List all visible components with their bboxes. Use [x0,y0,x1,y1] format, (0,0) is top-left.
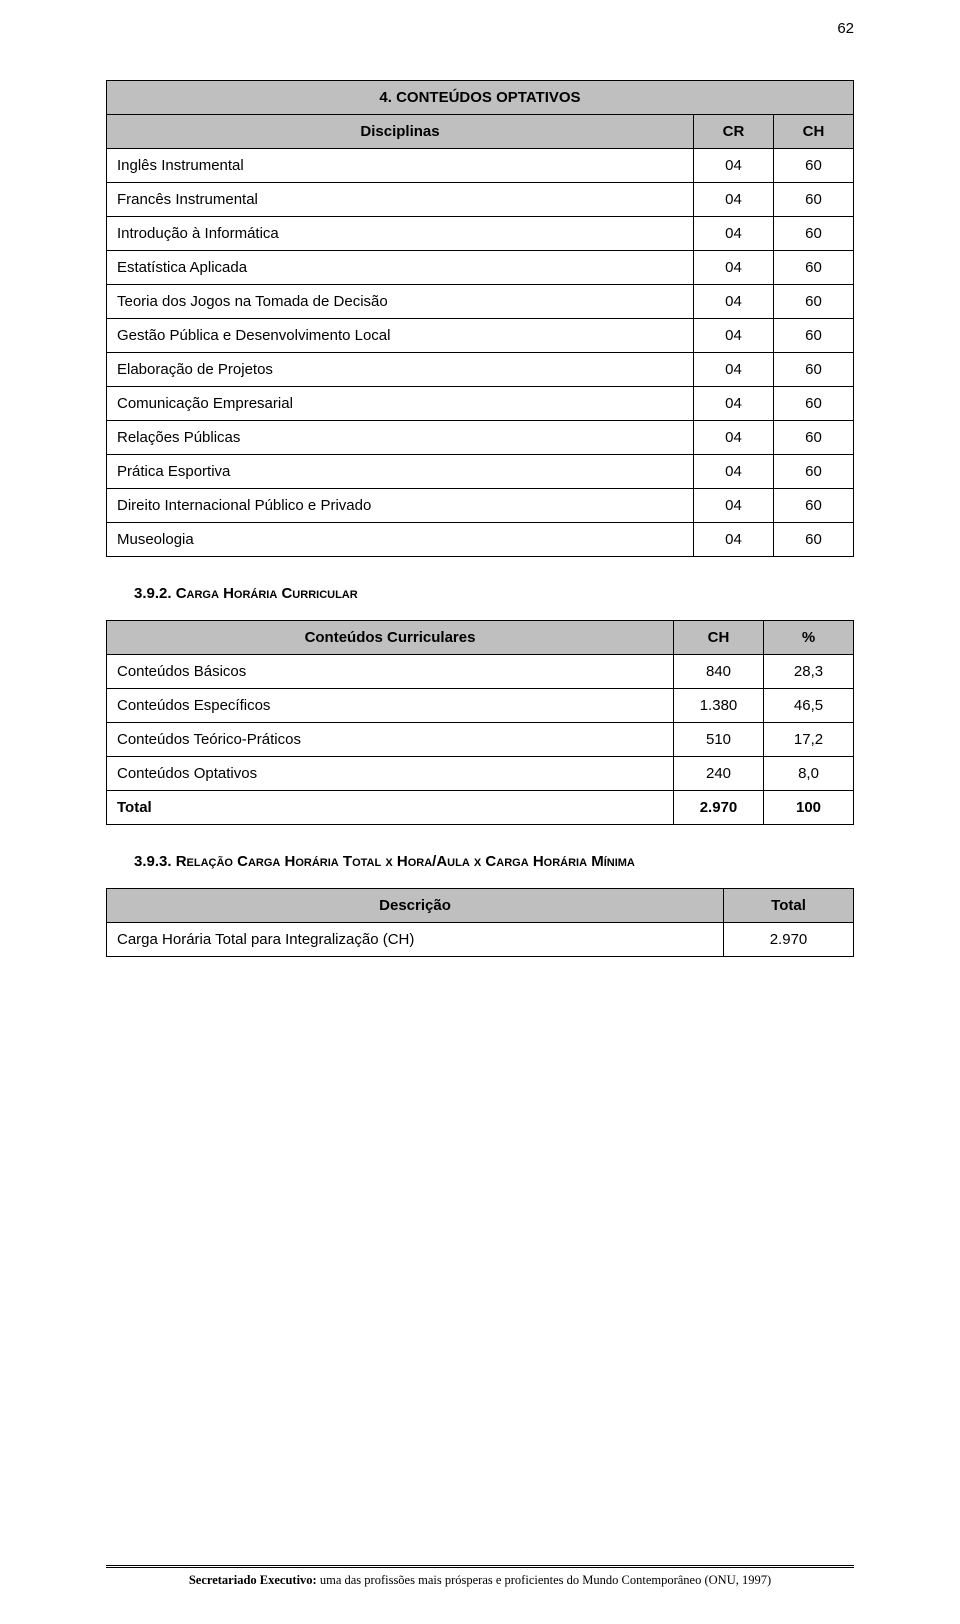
table-row: Conteúdos Básicos84028,3 [107,655,854,689]
table1-title: 4. CONTEÚDOS OPTATIVOS [107,81,854,115]
cell-cr: 04 [694,523,774,557]
table-conteudos-curriculares: Conteúdos Curriculares CH % Conteúdos Bá… [106,620,854,825]
cell-label: Elaboração de Projetos [107,353,694,387]
cell-pct: 28,3 [764,655,854,689]
cell-pct: 8,0 [764,757,854,791]
cell-pct: 17,2 [764,723,854,757]
heading2-text: Relação Carga Horária Total x Hora/Aula … [176,853,635,870]
footer-divider [106,1565,854,1569]
table-row: Comunicação Empresarial0460 [107,387,854,421]
cell-label: Teoria dos Jogos na Tomada de Decisão [107,285,694,319]
cell-total: 2.970 [724,923,854,957]
cell-label: Introdução à Informática [107,217,694,251]
cell-ch: 510 [674,723,764,757]
cell-cr: 04 [694,149,774,183]
table-row: Conteúdos Optativos2408,0 [107,757,854,791]
cell-label: Direito Internacional Público e Privado [107,489,694,523]
cell-total-label: Total [107,791,674,825]
table3-header-descricao: Descrição [107,889,724,923]
cell-ch: 60 [774,251,854,285]
table1-header-cr: CR [694,115,774,149]
table-row: Conteúdos Específicos1.38046,5 [107,689,854,723]
cell-cr: 04 [694,285,774,319]
heading-carga-horaria-curricular: 3.9.2. Carga Horária Curricular [134,585,854,602]
cell-cr: 04 [694,489,774,523]
table-row: Francês Instrumental0460 [107,183,854,217]
table-row: Museologia0460 [107,523,854,557]
cell-label: Museologia [107,523,694,557]
page-content: 4. CONTEÚDOS OPTATIVOS Disciplinas CR CH… [0,0,960,957]
table-row: Relações Públicas0460 [107,421,854,455]
table-row: Direito Internacional Público e Privado0… [107,489,854,523]
cell-label: Prática Esportiva [107,455,694,489]
cell-cr: 04 [694,217,774,251]
footer-rest: uma das profissões mais prósperas e prof… [317,1573,771,1587]
table-row-total: Total2.970100 [107,791,854,825]
table-row: Carga Horária Total para Integralização … [107,923,854,957]
page-number: 62 [837,20,854,37]
cell-ch: 60 [774,523,854,557]
cell-ch: 60 [774,387,854,421]
heading-relacao-carga-horaria: 3.9.3. Relação Carga Horária Total x Hor… [134,853,854,870]
table-row: Elaboração de Projetos0460 [107,353,854,387]
cell-ch: 240 [674,757,764,791]
cell-label: Estatística Aplicada [107,251,694,285]
footer-text: Secretariado Executivo: uma das profissõ… [106,1573,854,1588]
heading2-num: 3.9.3. [134,853,176,870]
cell-ch: 1.380 [674,689,764,723]
table-row: Inglês Instrumental0460 [107,149,854,183]
cell-ch: 60 [774,183,854,217]
table-descricao-total: Descrição Total Carga Horária Total para… [106,888,854,957]
table1-header-disciplinas: Disciplinas [107,115,694,149]
table-row: Estatística Aplicada0460 [107,251,854,285]
cell-label: Inglês Instrumental [107,149,694,183]
cell-label: Francês Instrumental [107,183,694,217]
cell-ch: 60 [774,353,854,387]
cell-label: Conteúdos Teórico-Práticos [107,723,674,757]
table2-header-conteudos: Conteúdos Curriculares [107,621,674,655]
heading1-num: 3.9.2. [134,585,176,602]
footer-bold: Secretariado Executivo: [189,1573,317,1587]
cell-ch: 60 [774,421,854,455]
table-row: Prática Esportiva0460 [107,455,854,489]
table2-header-ch: CH [674,621,764,655]
cell-label: Conteúdos Básicos [107,655,674,689]
cell-ch: 60 [774,217,854,251]
table-row: Gestão Pública e Desenvolvimento Local04… [107,319,854,353]
cell-cr: 04 [694,183,774,217]
cell-pct: 46,5 [764,689,854,723]
table2-header-pct: % [764,621,854,655]
cell-cr: 04 [694,421,774,455]
table-conteudos-optativos: 4. CONTEÚDOS OPTATIVOS Disciplinas CR CH… [106,80,854,557]
cell-total-ch: 2.970 [674,791,764,825]
page-footer: Secretariado Executivo: uma das profissõ… [106,1565,854,1588]
cell-label: Relações Públicas [107,421,694,455]
table1-header-ch: CH [774,115,854,149]
cell-label: Comunicação Empresarial [107,387,694,421]
cell-ch: 840 [674,655,764,689]
table-row: Conteúdos Teórico-Práticos51017,2 [107,723,854,757]
cell-ch: 60 [774,285,854,319]
cell-label: Conteúdos Específicos [107,689,674,723]
table-row: Teoria dos Jogos na Tomada de Decisão046… [107,285,854,319]
cell-ch: 60 [774,149,854,183]
cell-label: Carga Horária Total para Integralização … [107,923,724,957]
cell-cr: 04 [694,251,774,285]
cell-cr: 04 [694,353,774,387]
heading1-text: Carga Horária Curricular [176,585,358,602]
table-row: Introdução à Informática0460 [107,217,854,251]
cell-ch: 60 [774,319,854,353]
cell-ch: 60 [774,455,854,489]
cell-label: Conteúdos Optativos [107,757,674,791]
cell-cr: 04 [694,319,774,353]
table3-header-total: Total [724,889,854,923]
cell-cr: 04 [694,455,774,489]
cell-label: Gestão Pública e Desenvolvimento Local [107,319,694,353]
cell-ch: 60 [774,489,854,523]
cell-total-pct: 100 [764,791,854,825]
cell-cr: 04 [694,387,774,421]
